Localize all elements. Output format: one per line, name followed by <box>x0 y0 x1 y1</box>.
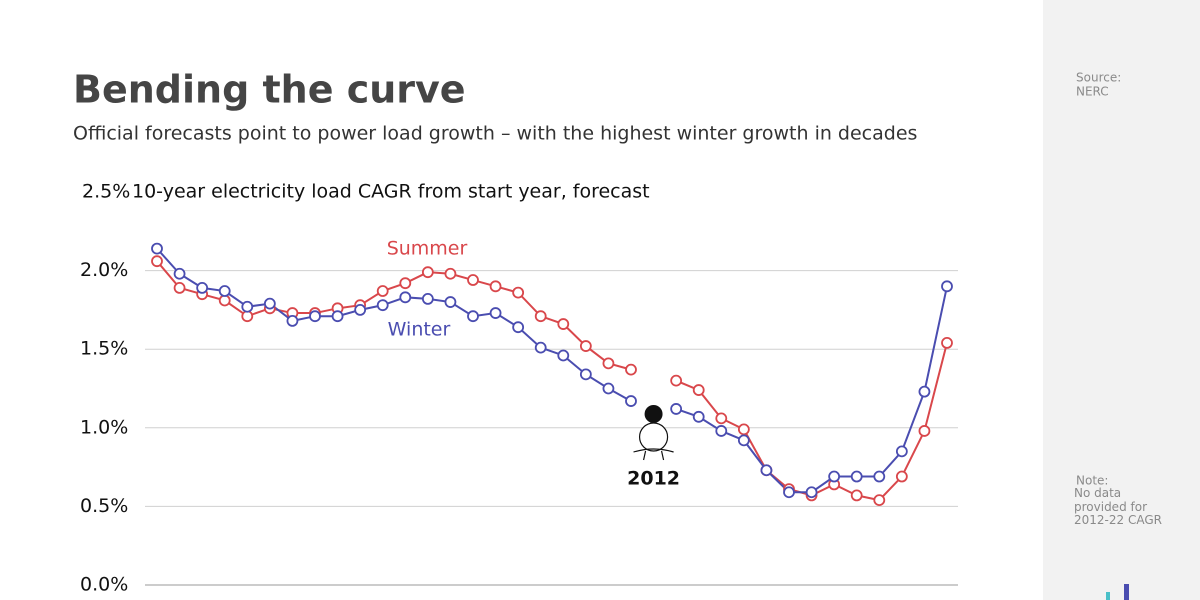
icon <box>1106 592 1110 600</box>
point <box>421 292 434 305</box>
point <box>241 300 254 313</box>
series-line <box>156 247 948 494</box>
icon-head <box>644 405 663 423</box>
point <box>805 486 818 499</box>
point <box>534 341 547 354</box>
point <box>173 281 186 294</box>
point <box>670 403 683 415</box>
point <box>196 281 209 294</box>
point <box>670 374 683 387</box>
point <box>421 266 434 279</box>
point <box>309 310 321 323</box>
point <box>737 423 750 436</box>
icon-face <box>638 422 669 452</box>
point <box>783 486 795 499</box>
point <box>467 274 479 286</box>
annotation: 2012 <box>627 468 680 490</box>
point <box>579 340 592 352</box>
point <box>376 285 389 297</box>
point <box>625 395 637 407</box>
point <box>399 277 412 290</box>
point <box>173 267 186 280</box>
point <box>715 425 728 437</box>
y-tick-label: 1.0% <box>80 416 128 438</box>
point <box>895 470 908 483</box>
point <box>941 280 953 293</box>
point <box>579 368 592 381</box>
source: NERC <box>1076 85 1109 99</box>
point <box>489 307 502 319</box>
point <box>941 337 953 349</box>
point <box>737 434 750 447</box>
point <box>376 299 389 312</box>
point <box>218 285 231 297</box>
point <box>692 384 705 396</box>
point <box>850 489 863 502</box>
point <box>444 296 457 308</box>
point <box>602 382 615 395</box>
source-label: Source: <box>1076 71 1121 85</box>
point <box>218 294 231 307</box>
point <box>828 470 841 483</box>
series-label: Summer <box>387 238 468 260</box>
y-tick-label: 1.5% <box>80 338 128 360</box>
point <box>895 445 908 458</box>
point <box>557 318 570 330</box>
point <box>760 464 773 477</box>
series-label: Winter <box>388 319 451 341</box>
icon <box>1124 584 1129 600</box>
point <box>512 321 525 334</box>
point <box>354 303 367 316</box>
note-box: No data provided for 2012-22 CAGR <box>1074 487 1162 527</box>
point <box>625 363 637 376</box>
point <box>444 267 457 280</box>
point <box>399 291 412 304</box>
point <box>489 280 502 293</box>
y-tick-label: 0.0% <box>80 574 128 596</box>
note: No data provided for 2012-22 CAGR <box>1074 487 1162 527</box>
y-tick-label: 2.5% <box>82 181 130 203</box>
point <box>467 310 479 323</box>
point <box>918 425 931 437</box>
point <box>241 310 254 323</box>
point <box>873 470 886 483</box>
note-label: Note: <box>1076 474 1108 488</box>
point <box>850 470 863 483</box>
point <box>331 310 344 323</box>
point <box>151 255 163 268</box>
series-line <box>156 260 948 502</box>
chart-title: Bending the curve <box>73 68 466 112</box>
icon-body <box>633 448 674 461</box>
point <box>715 412 728 425</box>
chart-subtitle: Official forecasts point to power load g… <box>73 123 917 145</box>
point <box>286 315 299 327</box>
point <box>873 494 886 507</box>
side-panel <box>1043 0 1200 600</box>
point <box>918 385 931 398</box>
point <box>602 357 615 370</box>
y-axis-label: 10-year electricity load CAGR from start… <box>132 181 650 203</box>
point <box>512 286 525 299</box>
y-tick-label: 2.0% <box>80 259 128 281</box>
point <box>263 297 276 310</box>
point <box>692 410 705 423</box>
point <box>557 349 570 362</box>
y-tick-label: 0.5% <box>80 495 128 517</box>
point <box>534 310 547 323</box>
point <box>151 242 163 255</box>
